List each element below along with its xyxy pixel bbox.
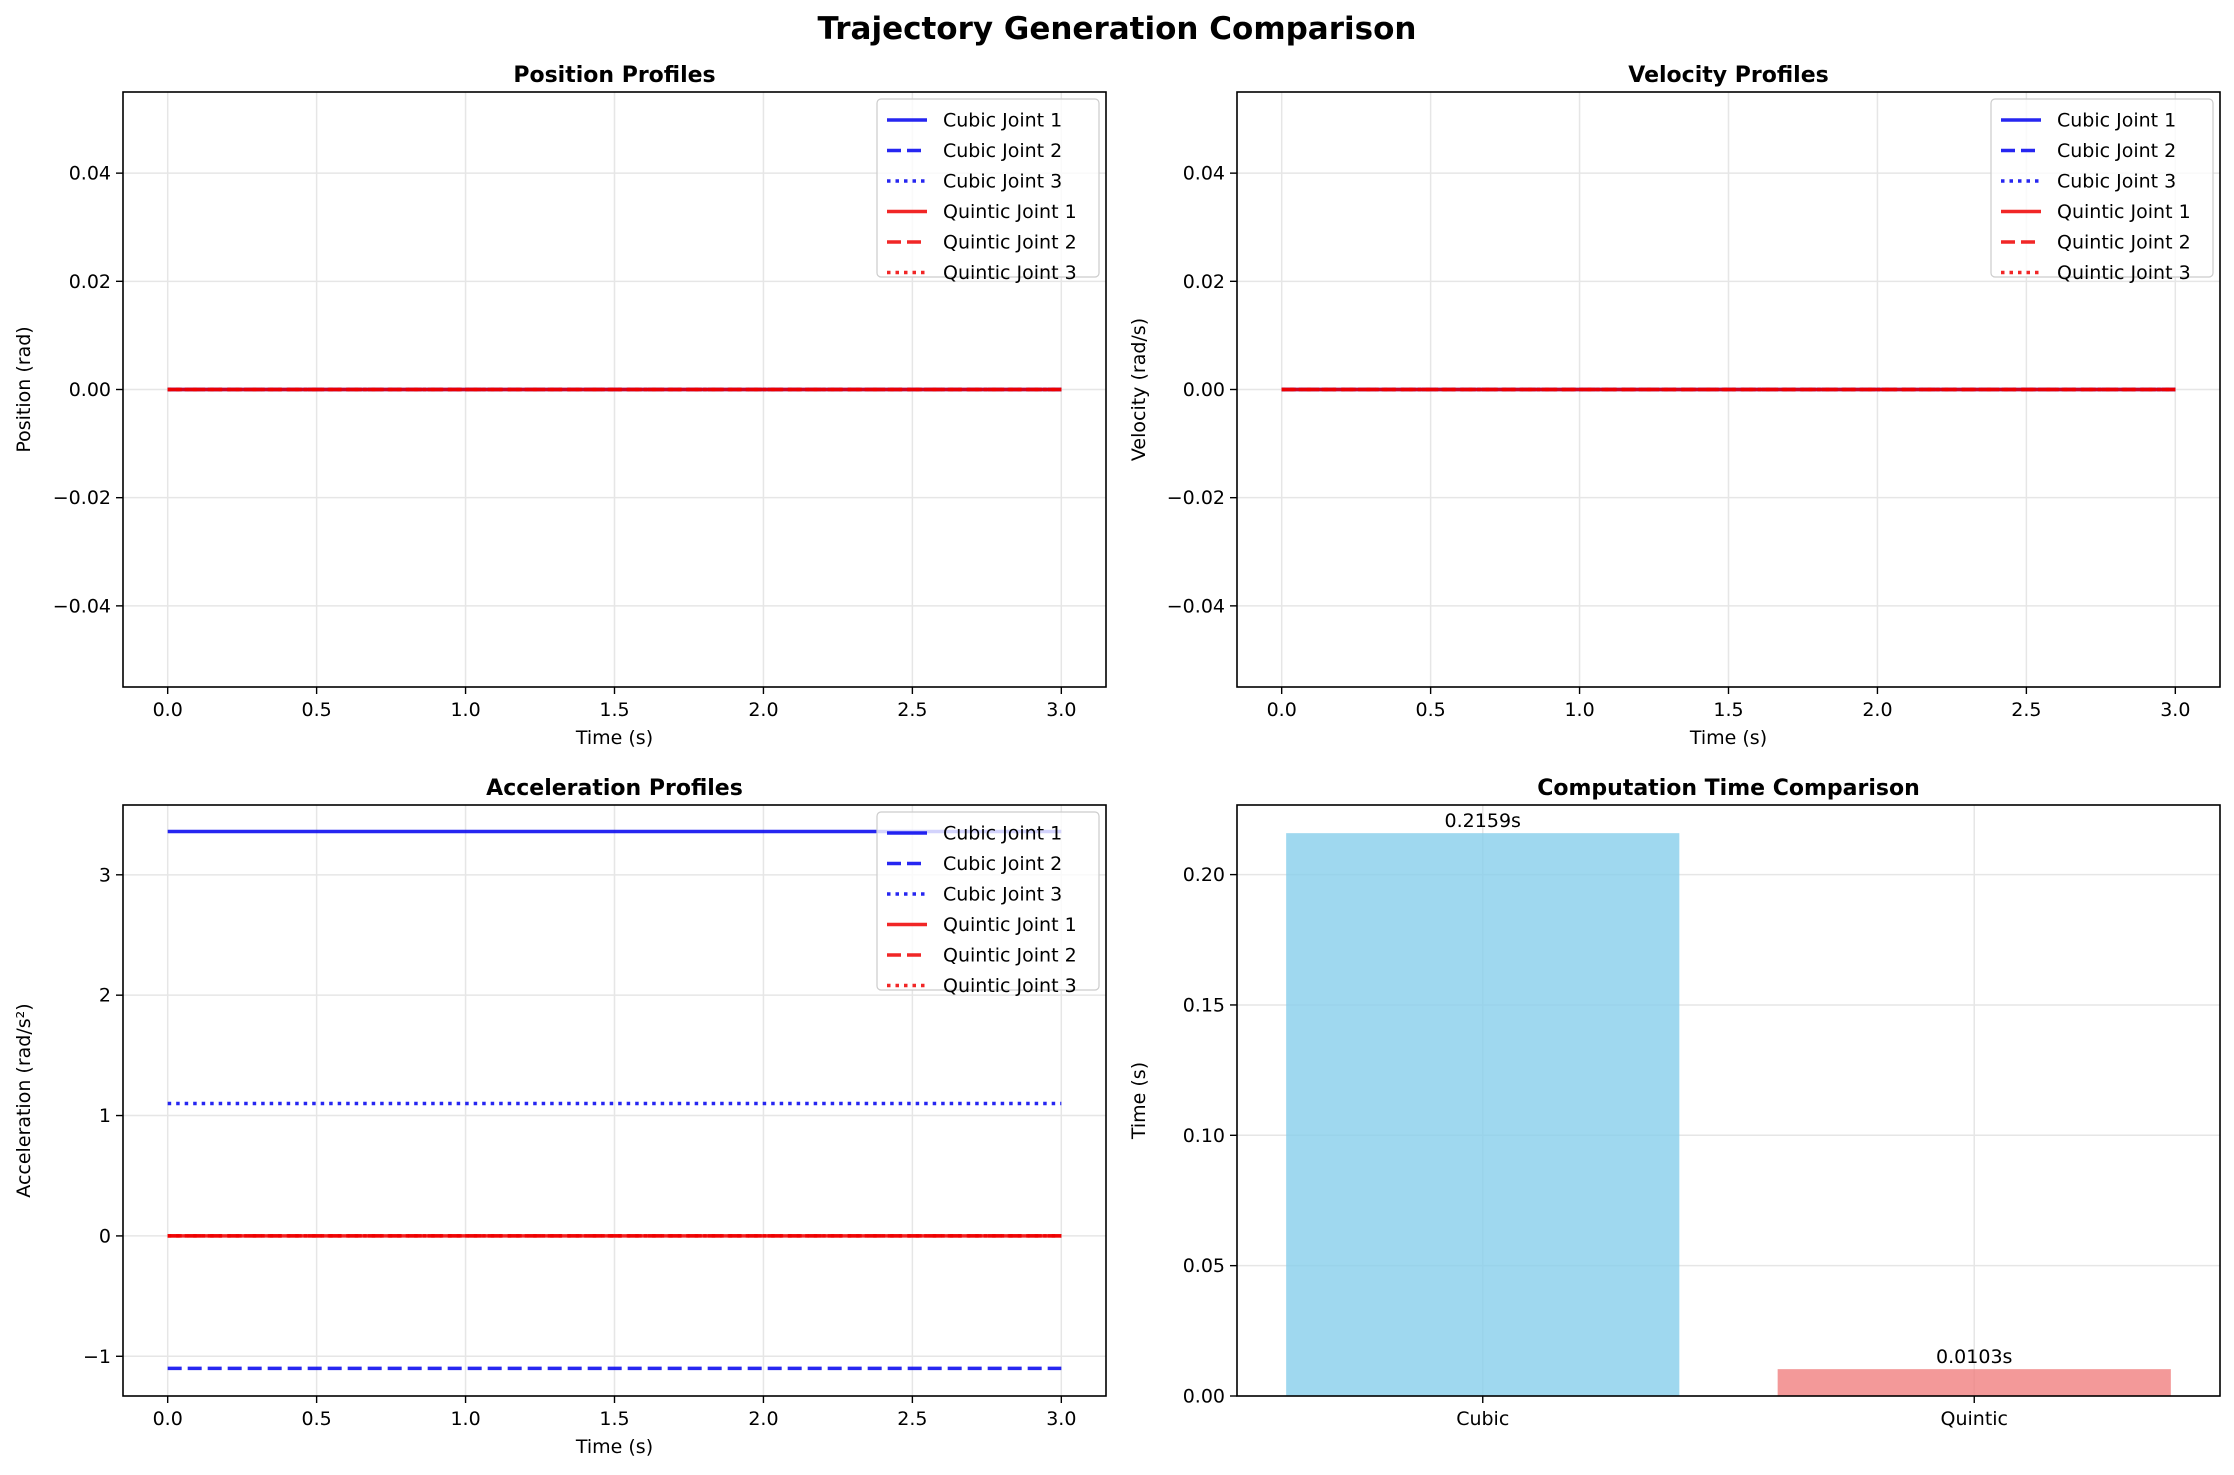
y-tick-label: 0.00 xyxy=(69,379,111,401)
y-tick-label: 0.04 xyxy=(69,163,111,185)
x-tick-label: 3.0 xyxy=(2160,699,2190,721)
bar-cubic xyxy=(1286,833,1680,1396)
legend-frame xyxy=(1990,98,2214,278)
y-tick-label: 0.02 xyxy=(1183,271,1225,293)
y-tick-label: 0.04 xyxy=(1183,163,1225,185)
x-tick-label: Quintic xyxy=(1941,1408,2009,1430)
line-chart-1: −0.04 −0.02 0.00 0.02 0.04 0.0 0.5 1.0 1.5 2.0 2.5… xyxy=(13,63,1107,749)
legend: Cubic Joint 1 Cubic Joint 2 Cubic Joint 3 Q… xyxy=(876,811,1100,997)
x-tick-label: 0.0 xyxy=(153,699,183,721)
legend-label: Quintic Joint 3 xyxy=(943,262,1077,284)
x-tick-label: 1.5 xyxy=(1713,699,1743,721)
legend-label: Quintic Joint 2 xyxy=(943,945,1077,967)
y-tick-label: 2 xyxy=(99,985,111,1007)
chart-title: Acceleration Profiles xyxy=(486,776,743,801)
y-tick-label: 0.00 xyxy=(1183,379,1225,401)
legend-label: Cubic Joint 3 xyxy=(943,884,1062,906)
legend-frame xyxy=(876,98,1100,278)
x-axis-label: Time (s) xyxy=(575,1436,653,1458)
figure-title: Trajectory Generation Comparison xyxy=(818,11,1417,47)
y-tick-label: 0 xyxy=(99,1225,111,1247)
x-tick-label: 0.5 xyxy=(302,699,332,721)
y-axis-label: Velocity (rad/s) xyxy=(1128,318,1150,461)
line-chart-3: −1 0 1 2 3 0.0 0.5 1.0 1.5 2.0 2.5 3.0 Acceleration … xyxy=(13,776,1107,1458)
axes-frame xyxy=(1236,804,2221,1397)
chart-title: Velocity Profiles xyxy=(1628,63,1828,88)
legend-label: Quintic Joint 1 xyxy=(943,201,1077,223)
legend: Cubic Joint 1 Cubic Joint 2 Cubic Joint 3 Q… xyxy=(1990,98,2214,284)
legend: Cubic Joint 1 Cubic Joint 2 Cubic Joint 3 Q… xyxy=(876,98,1100,284)
x-tick-label: 0.5 xyxy=(1416,699,1446,721)
legend-label: Cubic Joint 2 xyxy=(2057,140,2176,162)
legend-label: Cubic Joint 1 xyxy=(943,110,1062,132)
legend-label: Quintic Joint 2 xyxy=(2057,232,2191,254)
x-tick-label: 0.5 xyxy=(302,1408,332,1430)
x-tick-label: 1.0 xyxy=(1564,699,1594,721)
legend-label: Cubic Joint 3 xyxy=(2057,171,2176,193)
y-tick-label: 0.20 xyxy=(1183,864,1225,886)
line-chart-2: −0.04 −0.02 0.00 0.02 0.04 0.0 0.5 1.0 1.5 2.0 2.5… xyxy=(1128,63,2221,749)
x-tick-label: 1.5 xyxy=(599,699,629,721)
x-tick-label: 2.5 xyxy=(2011,699,2041,721)
y-tick-label: −0.04 xyxy=(1167,595,1225,617)
chart-title: Computation Time Comparison xyxy=(1537,776,1920,801)
chart-title: Position Profiles xyxy=(513,63,715,88)
legend-label: Quintic Joint 2 xyxy=(943,232,1077,254)
y-tick-label: 0.05 xyxy=(1183,1255,1225,1277)
x-tick-label: 0.0 xyxy=(1267,699,1297,721)
y-tick-label: −1 xyxy=(83,1346,111,1368)
x-tick-label: 2.5 xyxy=(897,699,927,721)
x-tick-label: 2.5 xyxy=(897,1408,927,1430)
bar-quintic xyxy=(1777,1369,2171,1396)
x-axis-label: Time (s) xyxy=(575,727,653,749)
legend-frame xyxy=(876,811,1100,991)
x-tick-label: 2.0 xyxy=(1862,699,1892,721)
x-tick-label: 0.0 xyxy=(153,1408,183,1430)
x-tick-label: Cubic xyxy=(1456,1408,1509,1430)
y-tick-label: −0.02 xyxy=(53,487,111,509)
y-axis-label: Acceleration (rad/s²) xyxy=(13,1003,35,1197)
y-tick-label: −0.04 xyxy=(53,595,111,617)
y-tick-label: 0.02 xyxy=(69,271,111,293)
legend-label: Cubic Joint 1 xyxy=(943,823,1062,845)
legend-label: Cubic Joint 2 xyxy=(943,853,1062,875)
x-tick-label: 2.0 xyxy=(748,1408,778,1430)
y-tick-label: 0.10 xyxy=(1183,1125,1225,1147)
y-axis-label: Time (s) xyxy=(1128,1062,1150,1140)
legend-label: Quintic Joint 3 xyxy=(2057,262,2191,284)
legend-label: Quintic Joint 3 xyxy=(943,975,1077,997)
bar-value-label: 0.2159s xyxy=(1445,810,1521,832)
y-tick-label: 1 xyxy=(99,1105,111,1127)
x-tick-label: 1.5 xyxy=(599,1408,629,1430)
legend-label: Cubic Joint 2 xyxy=(943,140,1062,162)
x-tick-label: 2.0 xyxy=(748,699,778,721)
x-axis-label: Time (s) xyxy=(1689,727,1767,749)
x-tick-label: 1.0 xyxy=(450,699,480,721)
x-tick-label: 3.0 xyxy=(1046,1408,1076,1430)
y-tick-label: −0.02 xyxy=(1167,487,1225,509)
bar-value-label: 0.0103s xyxy=(1936,1346,2012,1368)
x-tick-label: 3.0 xyxy=(1046,699,1076,721)
legend-label: Cubic Joint 1 xyxy=(2057,110,2176,132)
legend-label: Quintic Joint 1 xyxy=(2057,201,2191,223)
y-axis-label: Position (rad) xyxy=(13,326,35,452)
y-tick-label: 3 xyxy=(99,864,111,886)
legend-label: Cubic Joint 3 xyxy=(943,171,1062,193)
y-tick-label: 0.00 xyxy=(1183,1386,1225,1408)
bar-chart: 0.2159s 0.0103s 0.00 0.05 0.10 0.15 0.20 Cubic Q… xyxy=(1128,776,2221,1430)
x-tick-label: 1.0 xyxy=(450,1408,480,1430)
y-tick-label: 0.15 xyxy=(1183,994,1225,1016)
legend-label: Quintic Joint 1 xyxy=(943,914,1077,936)
